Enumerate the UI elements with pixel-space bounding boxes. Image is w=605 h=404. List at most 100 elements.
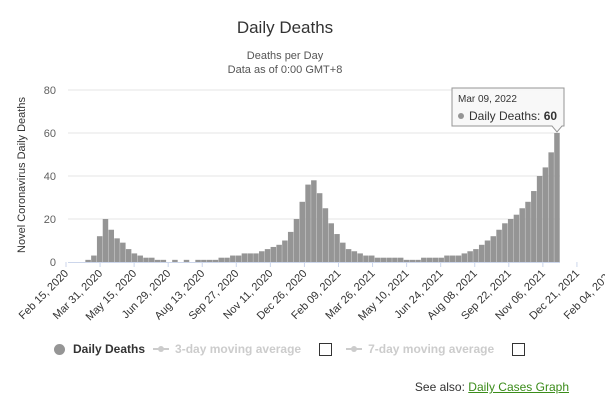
bar xyxy=(299,201,306,262)
tooltip: Mar 09, 2022 Daily Deaths: 60 xyxy=(451,87,565,133)
bar xyxy=(536,176,543,262)
bar xyxy=(328,223,334,262)
legend-label-7day: 7-day moving average xyxy=(368,342,495,356)
bar xyxy=(282,240,288,262)
checkbox-3day[interactable] xyxy=(319,342,333,356)
bar xyxy=(235,255,242,262)
legend-item-7day[interactable]: 7-day moving average xyxy=(346,342,494,356)
bar xyxy=(380,257,387,262)
legend-line-icon xyxy=(346,346,363,352)
bar xyxy=(478,244,485,262)
bar xyxy=(467,251,473,262)
bar xyxy=(484,240,491,262)
bar xyxy=(513,214,520,262)
bar xyxy=(154,259,161,262)
legend-line-icon xyxy=(153,346,170,352)
bar xyxy=(444,255,450,262)
bar xyxy=(259,251,265,262)
bar xyxy=(363,255,369,262)
bar xyxy=(91,255,97,262)
bar xyxy=(108,229,115,262)
bar xyxy=(206,259,213,262)
bar xyxy=(322,208,329,262)
y-tick-label: 20 xyxy=(44,214,56,226)
bar xyxy=(287,231,294,262)
legend-item-daily-deaths[interactable]: Daily Deaths xyxy=(54,342,145,356)
bar-series-daily-deaths xyxy=(85,133,560,262)
bar xyxy=(386,257,392,262)
bar xyxy=(450,255,456,262)
tooltip-colon: : xyxy=(537,109,544,123)
bar xyxy=(345,249,352,262)
tooltip-series-name: Daily Deaths xyxy=(469,109,537,123)
daily-deaths-chart: Daily Deaths Deaths per Day Data as of 0… xyxy=(16,18,605,323)
bar xyxy=(160,259,167,262)
bar xyxy=(415,259,421,262)
y-tick-label: 80 xyxy=(44,85,56,97)
bar xyxy=(131,253,138,262)
bar xyxy=(426,257,433,262)
tooltip-value-line: Daily Deaths: 60 xyxy=(469,109,557,123)
bar xyxy=(195,259,201,262)
legend-label-3day: 3-day moving average xyxy=(175,342,302,356)
bar xyxy=(455,255,462,262)
bar xyxy=(102,219,109,262)
bar xyxy=(247,253,253,262)
y-tick-label: 0 xyxy=(50,257,56,269)
bar xyxy=(241,253,248,262)
bar xyxy=(183,259,190,262)
checkbox-7day[interactable] xyxy=(512,342,526,356)
bar xyxy=(224,257,230,262)
bar xyxy=(125,249,132,262)
bar xyxy=(334,234,340,262)
bar xyxy=(531,191,537,262)
tooltip-series-dot xyxy=(458,113,464,119)
bar xyxy=(397,257,404,262)
bar xyxy=(276,244,282,262)
bar xyxy=(548,152,554,262)
chart-subtitle-line1: Deaths per Day xyxy=(247,50,324,62)
daily-cases-graph-link[interactable]: Daily Cases Graph xyxy=(468,380,569,394)
bar xyxy=(172,259,178,262)
bar xyxy=(143,257,149,262)
bar xyxy=(120,242,126,262)
bar xyxy=(542,167,549,262)
y-tick-label: 40 xyxy=(44,171,56,183)
y-tick-labels: 0 20 40 60 80 xyxy=(44,85,56,269)
bar xyxy=(357,253,363,262)
bar xyxy=(374,257,381,262)
bar xyxy=(340,242,346,262)
bar xyxy=(432,257,439,262)
bar xyxy=(253,253,259,262)
bar xyxy=(421,257,427,262)
legend-item-3day[interactable]: 3-day moving average xyxy=(153,342,301,356)
bar xyxy=(473,249,479,262)
bar xyxy=(490,236,497,262)
bar xyxy=(137,255,143,262)
bar xyxy=(351,251,358,262)
bar xyxy=(85,259,91,262)
bar xyxy=(305,184,311,262)
bar xyxy=(316,193,323,262)
see-also: See also: Daily Cases Graph xyxy=(415,380,569,394)
bar xyxy=(218,257,224,262)
bar xyxy=(149,257,155,262)
bar xyxy=(230,255,236,262)
bar xyxy=(496,229,502,262)
bar xyxy=(293,219,300,262)
bar xyxy=(525,201,531,262)
bar xyxy=(403,259,410,262)
see-also-label: See also: xyxy=(414,380,465,394)
y-axis-label: Novel Coronavirus Daily Deaths xyxy=(16,97,28,253)
bar xyxy=(461,253,468,262)
bar xyxy=(270,246,277,262)
bar xyxy=(519,208,525,262)
legend-label-daily-deaths: Daily Deaths xyxy=(73,342,146,356)
tooltip-value: 60 xyxy=(544,109,558,123)
legend-circle-icon xyxy=(54,343,65,355)
tooltip-date: Mar 09, 2022 xyxy=(458,94,517,105)
bar xyxy=(507,219,514,262)
bar xyxy=(438,257,444,262)
bar xyxy=(409,259,415,262)
